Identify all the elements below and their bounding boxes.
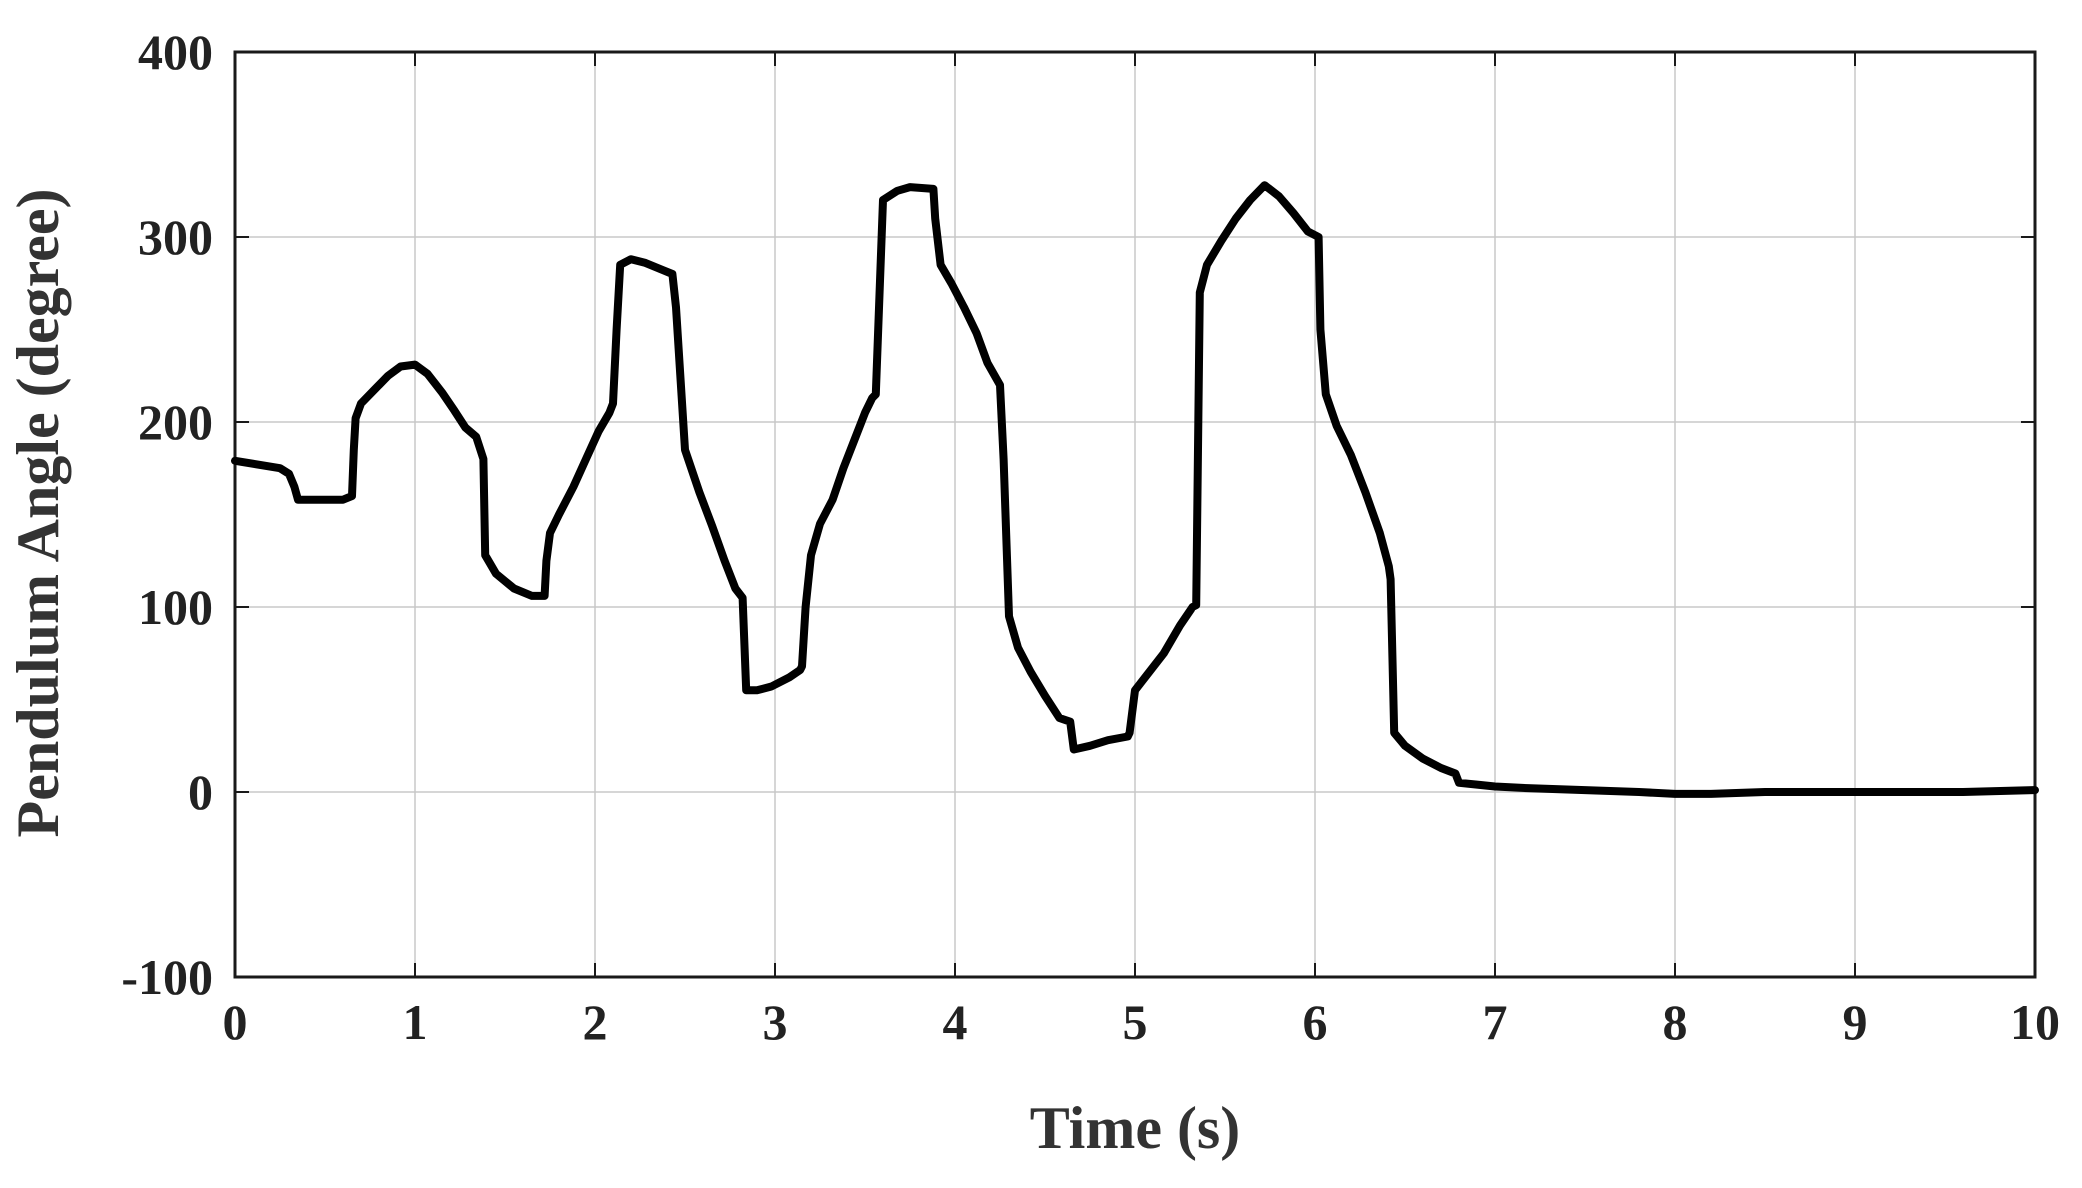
- x-tick-label: 7: [1483, 994, 1508, 1050]
- y-tick-label: 300: [138, 209, 213, 265]
- y-tick-label: 0: [188, 764, 213, 820]
- x-tick-label: 10: [2010, 994, 2060, 1050]
- x-tick-label: 8: [1663, 994, 1688, 1050]
- x-tick-label: 3: [763, 994, 788, 1050]
- y-axis-label: Pendulum Angle (degree): [5, 189, 71, 838]
- y-tick-label: 200: [138, 394, 213, 450]
- x-axis-tick-labels: 0 1 2 3 4 5 6 7 8 9 10: [223, 994, 2061, 1050]
- x-tick-label: 9: [1843, 994, 1868, 1050]
- y-tick-label: 400: [138, 24, 213, 80]
- x-tick-label: 1: [403, 994, 428, 1050]
- x-tick-label: 6: [1303, 994, 1328, 1050]
- y-tick-label: 100: [138, 579, 213, 635]
- y-tick-label: -100: [121, 949, 213, 1005]
- x-tick-label: 0: [223, 994, 248, 1050]
- y-axis-tick-labels: -100 0 100 200 300 400: [121, 24, 213, 1005]
- x-tick-label: 2: [583, 994, 608, 1050]
- x-tick-label: 5: [1123, 994, 1148, 1050]
- x-tick-label: 4: [943, 994, 968, 1050]
- x-axis-label: Time (s): [1030, 1095, 1241, 1161]
- series-line-pendulum-angle: [231, 181, 2039, 798]
- axis-ticks: [234, 51, 2036, 978]
